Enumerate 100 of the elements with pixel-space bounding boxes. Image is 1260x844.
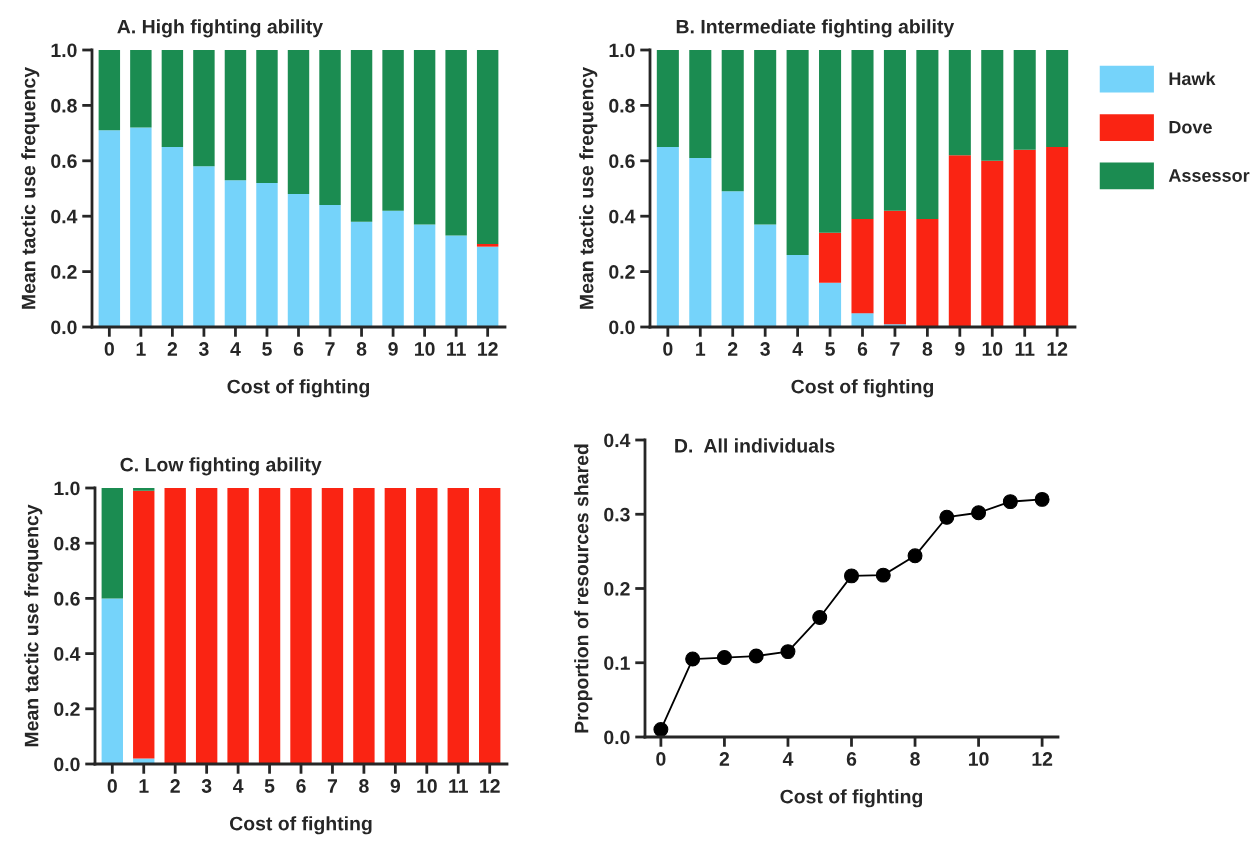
- x-axis-title: Cost of fighting: [791, 379, 934, 398]
- y-tick-label: 0.4: [51, 209, 78, 224]
- bar: [101, 598, 123, 764]
- bar: [353, 488, 375, 764]
- x-tick-label: 7: [325, 342, 335, 356]
- bar: [193, 50, 215, 167]
- x-tick-label: 11: [449, 779, 468, 793]
- y-tick-label: 0.0: [51, 320, 77, 335]
- x-tick-label: 11: [447, 342, 466, 356]
- bar: [948, 155, 971, 327]
- y-tick-label: 0.8: [51, 98, 77, 113]
- bar: [445, 50, 467, 236]
- bar: [130, 50, 152, 128]
- x-tick-label: 4: [792, 342, 803, 356]
- bar: [350, 50, 373, 222]
- y-tick-label: 0.0: [54, 757, 80, 772]
- bar: [721, 191, 744, 327]
- x-tick-label: 9: [390, 779, 401, 793]
- bar: [851, 313, 874, 327]
- bar: [754, 50, 777, 225]
- y-tick-label: 0.2: [54, 702, 80, 717]
- bar: [224, 180, 247, 327]
- bar: [819, 50, 842, 233]
- bar: [290, 488, 312, 764]
- bar: [656, 146, 679, 327]
- bar: [476, 50, 499, 244]
- x-tick-label: 0: [107, 779, 117, 793]
- bar: [819, 282, 842, 327]
- bar: [476, 243, 499, 247]
- x-tick-label: 10: [982, 342, 1003, 356]
- y-tick-label: 0.2: [51, 265, 77, 279]
- x-tick-label: 4: [232, 779, 244, 793]
- bar: [287, 50, 310, 195]
- x-tick-label: 3: [198, 342, 209, 356]
- legend-label: Hawk: [1169, 71, 1216, 86]
- bar: [130, 127, 152, 327]
- y-tick-label: 0.2: [609, 265, 635, 279]
- bar: [656, 50, 679, 147]
- point: [1034, 491, 1050, 507]
- bar: [883, 50, 906, 211]
- y-tick-label: 0.0: [604, 730, 630, 745]
- bar: [413, 50, 436, 225]
- point: [907, 548, 923, 564]
- x-tick-label: 12: [478, 342, 498, 356]
- bar: [256, 50, 278, 183]
- x-tick-label: 8: [922, 342, 933, 356]
- bar: [195, 488, 218, 764]
- point: [748, 648, 764, 664]
- bar: [164, 488, 186, 764]
- bar: [479, 488, 501, 764]
- point: [780, 644, 796, 660]
- bar: [981, 50, 1004, 161]
- bar: [445, 235, 467, 327]
- bar: [193, 166, 215, 327]
- point: [971, 505, 987, 521]
- bar: [948, 50, 971, 156]
- bar: [287, 194, 310, 327]
- bar: [476, 246, 499, 327]
- y-tick-label: 1.0: [609, 43, 635, 58]
- bar: [447, 488, 469, 764]
- x-tick-label: 10: [415, 342, 435, 356]
- bar: [851, 50, 874, 219]
- bar: [161, 50, 184, 147]
- x-tick-label: 2: [719, 752, 730, 766]
- bar: [689, 50, 712, 159]
- chart-title: A. High fighting ability: [117, 19, 323, 38]
- bar: [101, 488, 123, 599]
- point: [939, 509, 955, 525]
- x-axis-title: Cost of fighting: [229, 816, 372, 835]
- x-tick-label: 0: [104, 342, 114, 356]
- x-axis-title: Cost of fighting: [227, 379, 370, 398]
- bar: [258, 488, 281, 764]
- bar: [819, 232, 842, 283]
- point: [812, 609, 828, 625]
- y-axis-title: Proportion of resources shared: [574, 444, 593, 733]
- y-tick-label: 0.8: [609, 98, 635, 113]
- bar: [851, 218, 874, 314]
- point: [653, 722, 669, 738]
- x-tick-label: 0: [656, 752, 666, 766]
- y-axis-title: Mean tactic use frequency: [21, 67, 40, 309]
- x-tick-label: 12: [1032, 752, 1053, 766]
- x-tick-label: 1: [696, 342, 706, 356]
- bar: [319, 50, 341, 206]
- bar: [227, 488, 249, 764]
- x-tick-label: 6: [846, 752, 857, 766]
- legend-label: Assessor: [1168, 169, 1250, 182]
- point: [1002, 494, 1018, 510]
- bar: [382, 50, 404, 211]
- x-tick-label: 8: [356, 342, 367, 356]
- bar: [1046, 146, 1069, 327]
- bar: [133, 488, 155, 491]
- x-tick-label: 1: [136, 342, 146, 356]
- x-tick-label: 8: [359, 779, 369, 793]
- y-tick-label: 0.4: [604, 433, 631, 448]
- bar: [721, 50, 744, 192]
- x-tick-label: 4: [230, 342, 241, 356]
- bar: [133, 490, 155, 759]
- x-tick-label: 9: [955, 342, 965, 356]
- x-tick-label: 12: [1047, 342, 1068, 356]
- y-tick-label: 0.1: [604, 656, 630, 670]
